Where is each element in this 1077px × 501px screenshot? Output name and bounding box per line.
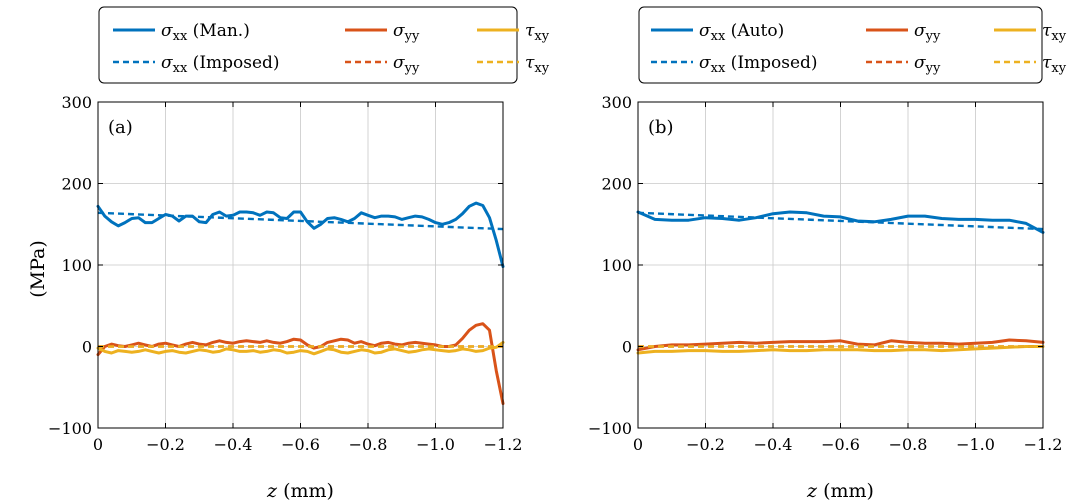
x-tick-label: −1.2 [1024, 435, 1063, 454]
legend: σxx (Auto) σyy τxy σxx (Imposed) σyy τxy [638, 6, 1067, 84]
legend-label: σxx (Auto) [699, 21, 784, 44]
shared-y-axis-label: (MPa) [27, 240, 49, 298]
legend-box [98, 6, 518, 84]
x-tick-label: −0.2 [686, 435, 725, 454]
x-tick-label: −1.0 [416, 435, 455, 454]
x-tick-label: −0.6 [821, 435, 860, 454]
series-tau_xy-measured-line [636, 345, 1045, 355]
legend-label: σyy [393, 21, 420, 44]
y-tick-label: 300 [61, 93, 92, 112]
y-tick-label: 0 [82, 338, 92, 357]
x-tick-label: −0.8 [349, 435, 388, 454]
x-axis-label: z (mm) [806, 480, 874, 501]
chart-panel-b: 0 −0.2 −0.4 −0.6 −0.8 −1.0 −1.2−1000100200300(… [588, 93, 1062, 501]
legend-label: τxy [525, 53, 550, 76]
legend-label: σyy [914, 21, 941, 44]
legend: σxx (Man.) σyy τxy σxx (Imposed) σyy τxy [98, 6, 550, 84]
panel-label: (b) [648, 117, 674, 138]
x-tick-label: −1.2 [484, 435, 523, 454]
x-tick-label: 0 [633, 435, 643, 454]
legend-label: σxx (Imposed) [161, 53, 280, 76]
legend-label: σyy [393, 53, 420, 76]
legend-box [638, 6, 1043, 84]
series-sigma_xx-imposed-line [637, 211, 1044, 231]
series-tau_xy-measured-line [96, 340, 505, 356]
x-tick-label: −0.4 [214, 435, 253, 454]
y-tick-label: 0 [622, 338, 632, 357]
x-tick-label: −1.0 [956, 435, 995, 454]
legend-label: σxx (Man.) [161, 21, 250, 44]
series-sigma_xx-imposed-line [97, 211, 504, 231]
series-sigma_xx-measured-line [636, 210, 1045, 234]
legend-label: σxx (Imposed) [699, 53, 818, 76]
series-sigma_yy-measured-line [96, 322, 505, 406]
y-tick-label: −100 [48, 419, 92, 438]
x-tick-label: −0.6 [281, 435, 320, 454]
x-tick-label: −0.2 [146, 435, 185, 454]
panel-label: (a) [108, 117, 133, 138]
y-tick-label: 200 [61, 175, 92, 194]
y-tick-label: 300 [601, 93, 632, 112]
x-tick-label: −0.8 [889, 435, 928, 454]
x-axis-label: z (mm) [266, 480, 334, 501]
chart-panel-a: 0 −0.2 −0.4 −0.6 −0.8 −1.0 −1.2−1000100200300(… [48, 93, 522, 501]
x-tick-label: 0 [93, 435, 103, 454]
series-sigma_yy-measured-line [636, 338, 1045, 352]
y-tick-label: 200 [601, 175, 632, 194]
legend-label: σyy [914, 53, 941, 76]
y-tick-label: −100 [588, 419, 632, 438]
y-tick-label: 100 [61, 256, 92, 275]
series-sigma_xx-measured-line [96, 201, 505, 269]
legend-label: τxy [1042, 53, 1067, 76]
legend-label: τxy [1042, 21, 1067, 44]
x-tick-label: −0.4 [754, 435, 793, 454]
legend-label: τxy [525, 21, 550, 44]
y-tick-label: 100 [601, 256, 632, 275]
